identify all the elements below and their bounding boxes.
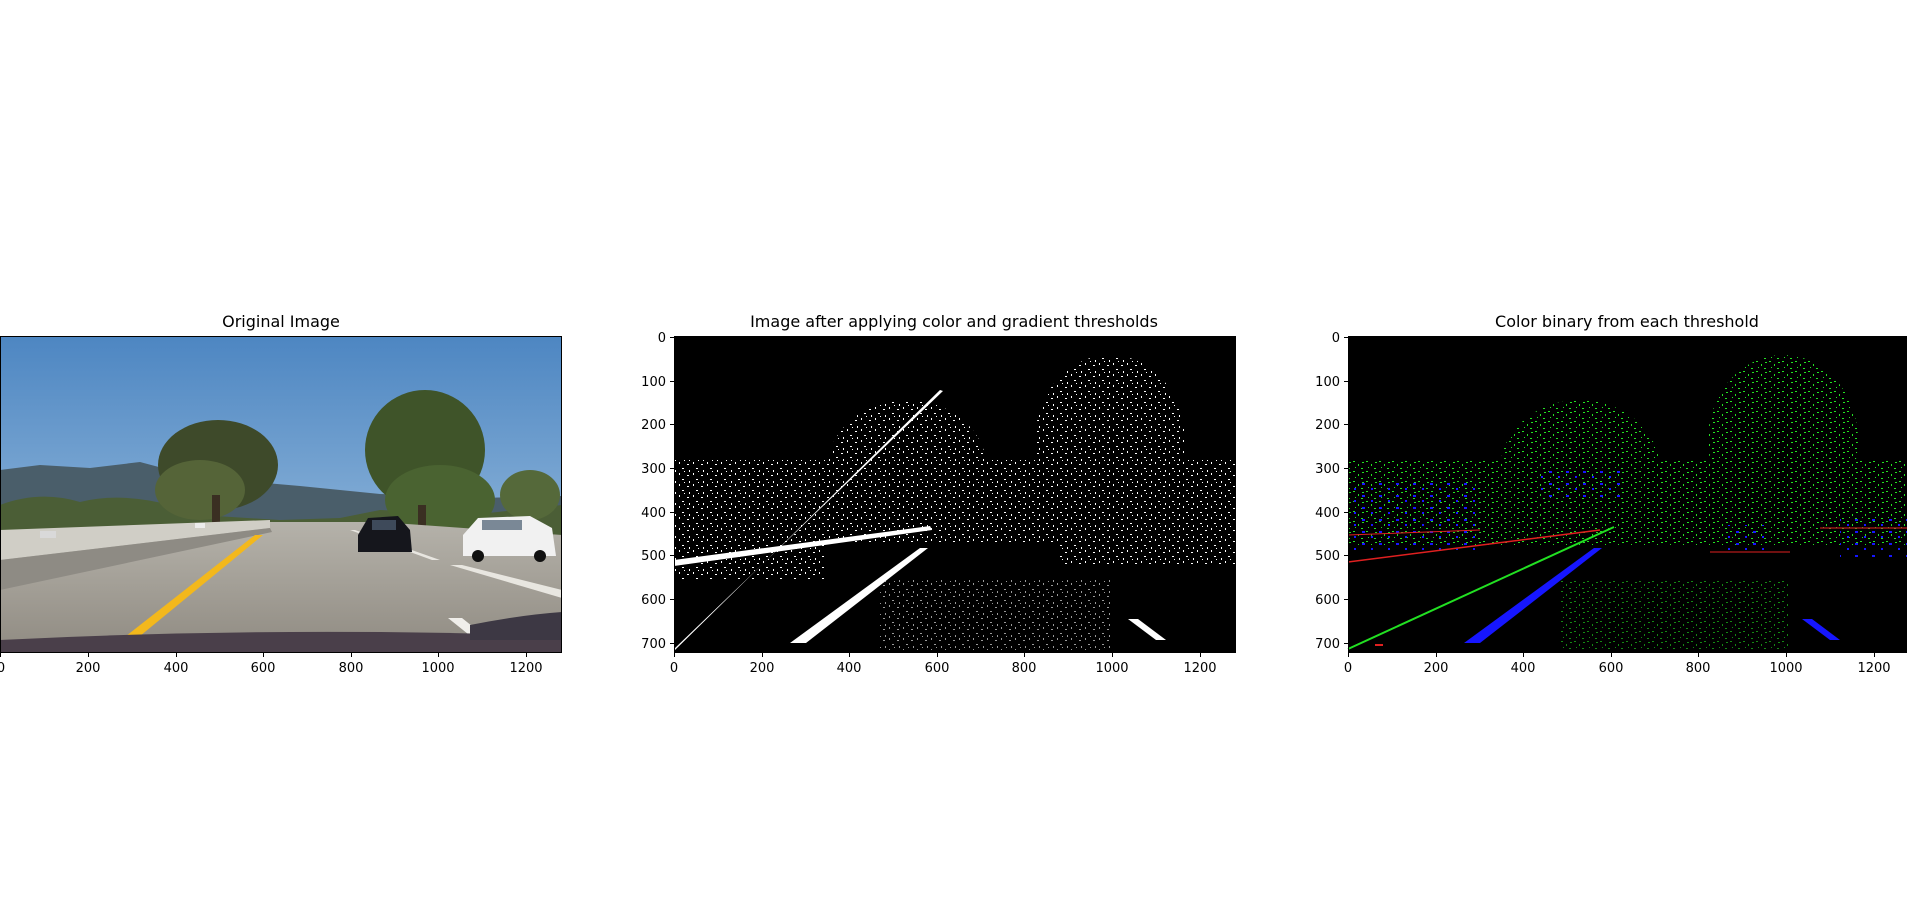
x-axis: 0 200 400 600 800 1000 1200 [0, 653, 543, 676]
y-tick-label: 0 [1332, 331, 1340, 346]
y-tick-label: 200 [1315, 418, 1340, 433]
x-tick-label: 1000 [1769, 661, 1802, 676]
x-tick-label: 0 [0, 661, 5, 676]
x-tick-label: 600 [251, 661, 276, 676]
x-axis: 0 200 400 600 800 1000 1200 [1344, 653, 1891, 676]
y-tick-label: 500 [641, 549, 666, 564]
x-tick-label: 1200 [1183, 661, 1216, 676]
panel-original: Original Image [0, 312, 562, 676]
x-tick-label: 800 [1012, 661, 1037, 676]
y-tick-label: 100 [641, 375, 666, 390]
x-tick-label: 1200 [509, 661, 542, 676]
color-binary-image [1347, 336, 1907, 652]
x-tick-label: 400 [837, 661, 862, 676]
y-axis: 0 100 200 300 400 500 600 700 [1315, 331, 1348, 652]
axes-frame [674, 336, 1236, 653]
x-tick-label: 800 [339, 661, 364, 676]
x-tick-label: 0 [670, 661, 678, 676]
y-tick-label: 600 [1315, 593, 1340, 608]
panel-combined-binary: Image after applying color and gradient … [641, 312, 1236, 676]
panel-color-binary: Color binary from each threshold [1315, 312, 1907, 676]
y-tick-label: 600 [641, 593, 666, 608]
y-tick-label: 500 [1315, 549, 1340, 564]
axes-frame [1348, 336, 1907, 653]
x-tick-label: 200 [750, 661, 775, 676]
x-tick-label: 1200 [1857, 661, 1890, 676]
x-tick-label: 200 [76, 661, 101, 676]
x-tick-label: 800 [1686, 661, 1711, 676]
x-tick-label: 1000 [421, 661, 454, 676]
y-tick-label: 100 [1315, 375, 1340, 390]
y-tick-label: 300 [1315, 462, 1340, 477]
x-axis: 0 200 400 600 800 1000 1200 [670, 653, 1217, 676]
y-tick-label: 300 [641, 462, 666, 477]
y-tick-label: 400 [1315, 506, 1340, 521]
x-tick-label: 1000 [1095, 661, 1128, 676]
x-tick-label: 0 [1344, 661, 1352, 676]
x-tick-label: 600 [1599, 661, 1624, 676]
panel-title: Image after applying color and gradient … [750, 312, 1158, 331]
x-tick-label: 200 [1424, 661, 1449, 676]
road-photo [0, 336, 562, 652]
x-tick-label: 600 [925, 661, 950, 676]
panel-title: Color binary from each threshold [1495, 312, 1759, 331]
x-tick-label: 400 [164, 661, 189, 676]
y-tick-label: 700 [1315, 637, 1340, 652]
y-tick-label: 400 [641, 506, 666, 521]
panel-title: Original Image [222, 312, 340, 331]
y-axis: 0 100 200 300 400 500 600 700 [641, 331, 674, 652]
axes-frame [0, 336, 562, 653]
y-tick-label: 0 [658, 331, 666, 346]
y-tick-label: 700 [641, 637, 666, 652]
binary-image [674, 336, 1236, 652]
x-tick-label: 400 [1511, 661, 1536, 676]
y-tick-label: 200 [641, 418, 666, 433]
